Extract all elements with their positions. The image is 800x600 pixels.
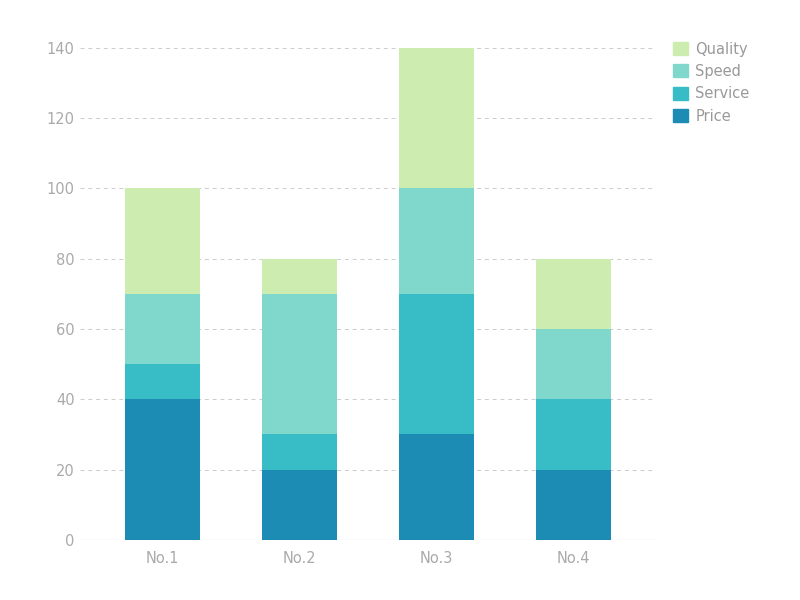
Bar: [399, 294, 474, 434]
Bar: [536, 329, 611, 400]
Bar: [262, 434, 337, 470]
Bar: [262, 294, 337, 434]
Bar: [262, 470, 337, 540]
Bar: [536, 470, 611, 540]
Bar: [399, 188, 474, 294]
Bar: [125, 400, 200, 540]
Bar: [125, 364, 200, 400]
Legend: Quality, Speed, Service, Price: Quality, Speed, Service, Price: [669, 37, 754, 128]
Bar: [536, 259, 611, 329]
Bar: [125, 294, 200, 364]
Bar: [536, 400, 611, 470]
Bar: [262, 259, 337, 294]
Bar: [399, 434, 474, 540]
Bar: [125, 188, 200, 294]
Bar: [399, 47, 474, 188]
